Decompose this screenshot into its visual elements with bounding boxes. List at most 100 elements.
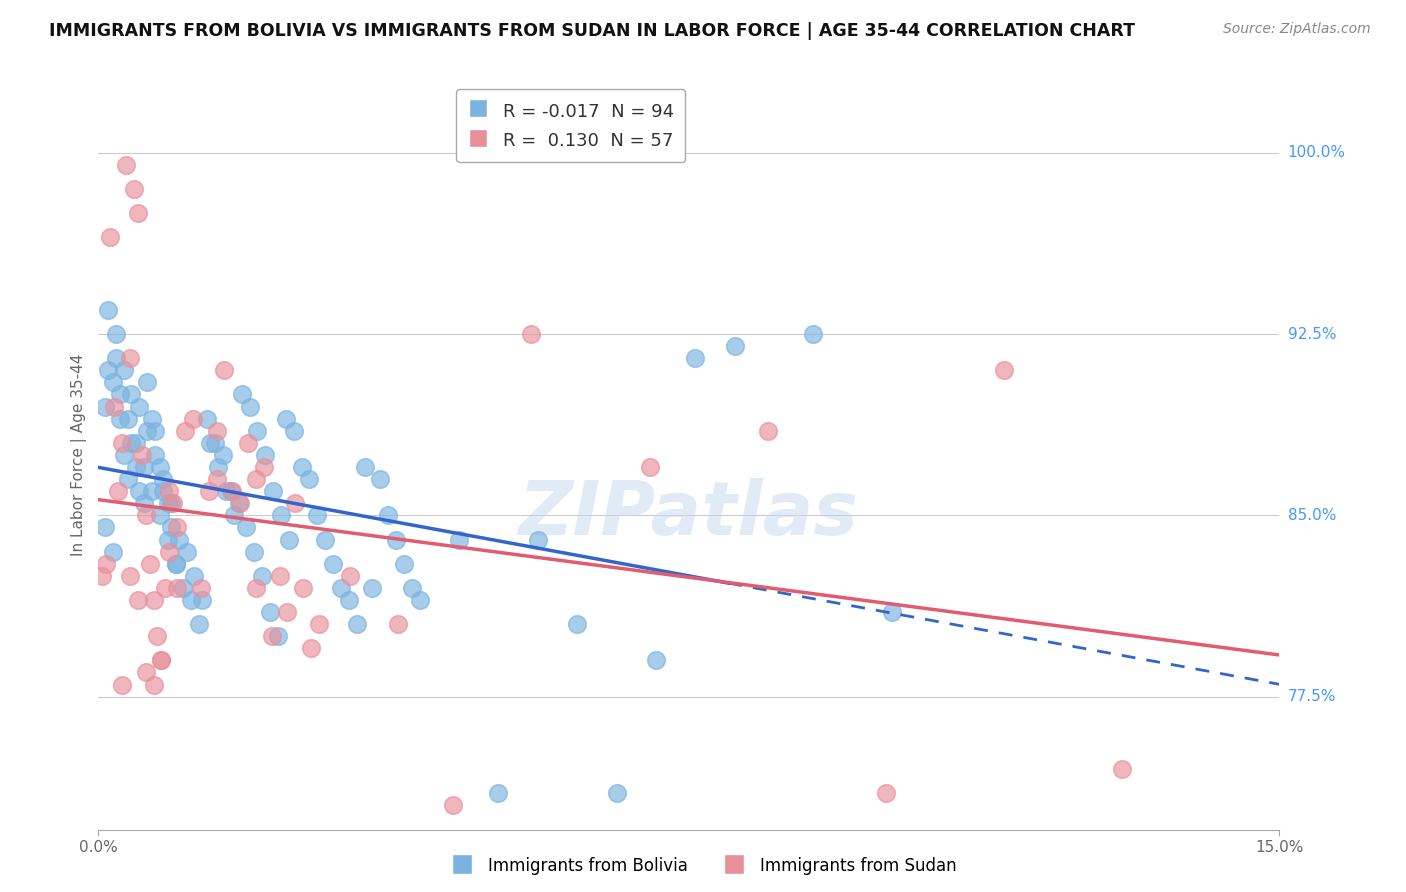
Point bbox=[274, 411, 297, 425]
Point bbox=[183, 568, 205, 582]
Point bbox=[143, 424, 166, 438]
Point bbox=[156, 533, 179, 547]
Point bbox=[121, 435, 143, 450]
Point bbox=[299, 641, 322, 656]
Point bbox=[132, 496, 155, 510]
Point bbox=[284, 496, 307, 510]
Point bbox=[346, 617, 368, 632]
Point bbox=[103, 400, 125, 414]
Point bbox=[112, 448, 135, 462]
Point bbox=[117, 411, 139, 425]
Point bbox=[150, 653, 173, 667]
Point bbox=[392, 557, 415, 571]
Point bbox=[149, 460, 172, 475]
Point bbox=[292, 581, 315, 595]
Point bbox=[127, 593, 149, 607]
Point bbox=[167, 533, 190, 547]
Point bbox=[128, 400, 150, 414]
Point bbox=[181, 411, 204, 425]
Point bbox=[152, 484, 174, 499]
Text: 100.0%: 100.0% bbox=[1288, 145, 1346, 161]
Point bbox=[337, 593, 360, 607]
Point bbox=[93, 520, 115, 534]
Point bbox=[174, 424, 197, 438]
Point bbox=[98, 230, 121, 244]
Point bbox=[250, 568, 273, 582]
Point bbox=[101, 376, 124, 390]
Point bbox=[260, 629, 283, 643]
Point bbox=[188, 617, 211, 632]
Point bbox=[172, 581, 194, 595]
Point bbox=[253, 460, 276, 475]
Point bbox=[880, 605, 903, 619]
Point bbox=[267, 629, 290, 643]
Point bbox=[239, 400, 262, 414]
Point bbox=[176, 544, 198, 558]
Point bbox=[387, 617, 409, 632]
Text: ZIPatlas: ZIPatlas bbox=[519, 478, 859, 551]
Point bbox=[165, 557, 187, 571]
Text: IMMIGRANTS FROM BOLIVIA VS IMMIGRANTS FROM SUDAN IN LABOR FORCE | AGE 35-44 CORR: IMMIGRANTS FROM BOLIVIA VS IMMIGRANTS FR… bbox=[49, 22, 1135, 40]
Point bbox=[152, 472, 174, 486]
Point bbox=[117, 472, 139, 486]
Point bbox=[605, 786, 627, 800]
Point bbox=[644, 653, 666, 667]
Point bbox=[339, 568, 361, 582]
Point bbox=[269, 568, 291, 582]
Point bbox=[91, 568, 114, 582]
Point bbox=[408, 593, 430, 607]
Point bbox=[141, 411, 163, 425]
Point bbox=[262, 484, 284, 499]
Point bbox=[97, 302, 120, 317]
Point bbox=[162, 496, 184, 510]
Y-axis label: In Labor Force | Age 35-44: In Labor Force | Age 35-44 bbox=[72, 354, 87, 556]
Point bbox=[229, 496, 252, 510]
Point bbox=[259, 605, 281, 619]
Legend: Immigrants from Bolivia, Immigrants from Sudan: Immigrants from Bolivia, Immigrants from… bbox=[441, 847, 965, 884]
Point bbox=[723, 339, 745, 353]
Point bbox=[160, 496, 183, 510]
Point bbox=[155, 581, 177, 595]
Point bbox=[245, 472, 267, 486]
Point bbox=[245, 581, 267, 595]
Point bbox=[211, 448, 233, 462]
Point bbox=[329, 581, 352, 595]
Point bbox=[110, 387, 132, 401]
Point bbox=[278, 533, 301, 547]
Point bbox=[353, 460, 375, 475]
Point bbox=[368, 472, 391, 486]
Point bbox=[97, 363, 120, 377]
Point bbox=[146, 629, 169, 643]
Point bbox=[115, 158, 138, 172]
Point bbox=[93, 400, 115, 414]
Point bbox=[276, 605, 298, 619]
Point bbox=[132, 460, 155, 475]
Point bbox=[307, 508, 329, 523]
Point bbox=[222, 508, 245, 523]
Text: Source: ZipAtlas.com: Source: ZipAtlas.com bbox=[1223, 22, 1371, 37]
Point bbox=[308, 617, 330, 632]
Point bbox=[200, 435, 222, 450]
Point bbox=[157, 484, 180, 499]
Point bbox=[683, 351, 706, 366]
Point bbox=[136, 376, 159, 390]
Point bbox=[127, 206, 149, 220]
Point bbox=[377, 508, 399, 523]
Point bbox=[270, 508, 292, 523]
Point bbox=[243, 544, 266, 558]
Point bbox=[166, 581, 188, 595]
Legend: R = -0.017  N = 94, R =  0.130  N = 57: R = -0.017 N = 94, R = 0.130 N = 57 bbox=[457, 89, 685, 161]
Point bbox=[219, 484, 242, 499]
Point bbox=[207, 460, 229, 475]
Point bbox=[112, 363, 135, 377]
Point bbox=[228, 496, 250, 510]
Point bbox=[138, 557, 160, 571]
Text: 77.5%: 77.5% bbox=[1288, 690, 1336, 704]
Point bbox=[246, 424, 269, 438]
Point bbox=[221, 484, 243, 499]
Point bbox=[1111, 762, 1133, 776]
Point bbox=[107, 484, 129, 499]
Point bbox=[322, 557, 344, 571]
Point bbox=[149, 508, 172, 523]
Point bbox=[122, 182, 145, 196]
